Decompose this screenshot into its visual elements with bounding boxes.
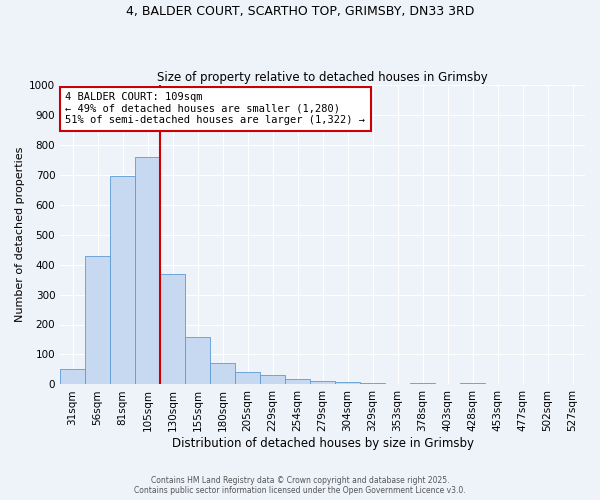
Bar bbox=[210, 363, 235, 384]
Bar bbox=[335, 382, 360, 384]
Bar bbox=[185, 338, 210, 384]
Bar bbox=[110, 176, 135, 384]
Bar bbox=[460, 383, 485, 384]
Bar bbox=[410, 383, 435, 384]
Title: Size of property relative to detached houses in Grimsby: Size of property relative to detached ho… bbox=[157, 70, 488, 84]
Bar bbox=[310, 380, 335, 384]
Bar bbox=[360, 383, 385, 384]
Bar bbox=[160, 274, 185, 384]
Bar bbox=[60, 370, 85, 384]
Bar bbox=[85, 256, 110, 384]
Bar bbox=[260, 376, 285, 384]
Bar bbox=[285, 380, 310, 384]
Bar bbox=[135, 156, 160, 384]
Text: Contains HM Land Registry data © Crown copyright and database right 2025.
Contai: Contains HM Land Registry data © Crown c… bbox=[134, 476, 466, 495]
X-axis label: Distribution of detached houses by size in Grimsby: Distribution of detached houses by size … bbox=[172, 437, 473, 450]
Y-axis label: Number of detached properties: Number of detached properties bbox=[15, 147, 25, 322]
Text: 4 BALDER COURT: 109sqm
← 49% of detached houses are smaller (1,280)
51% of semi-: 4 BALDER COURT: 109sqm ← 49% of detached… bbox=[65, 92, 365, 126]
Bar bbox=[235, 372, 260, 384]
Text: 4, BALDER COURT, SCARTHO TOP, GRIMSBY, DN33 3RD: 4, BALDER COURT, SCARTHO TOP, GRIMSBY, D… bbox=[126, 5, 474, 18]
